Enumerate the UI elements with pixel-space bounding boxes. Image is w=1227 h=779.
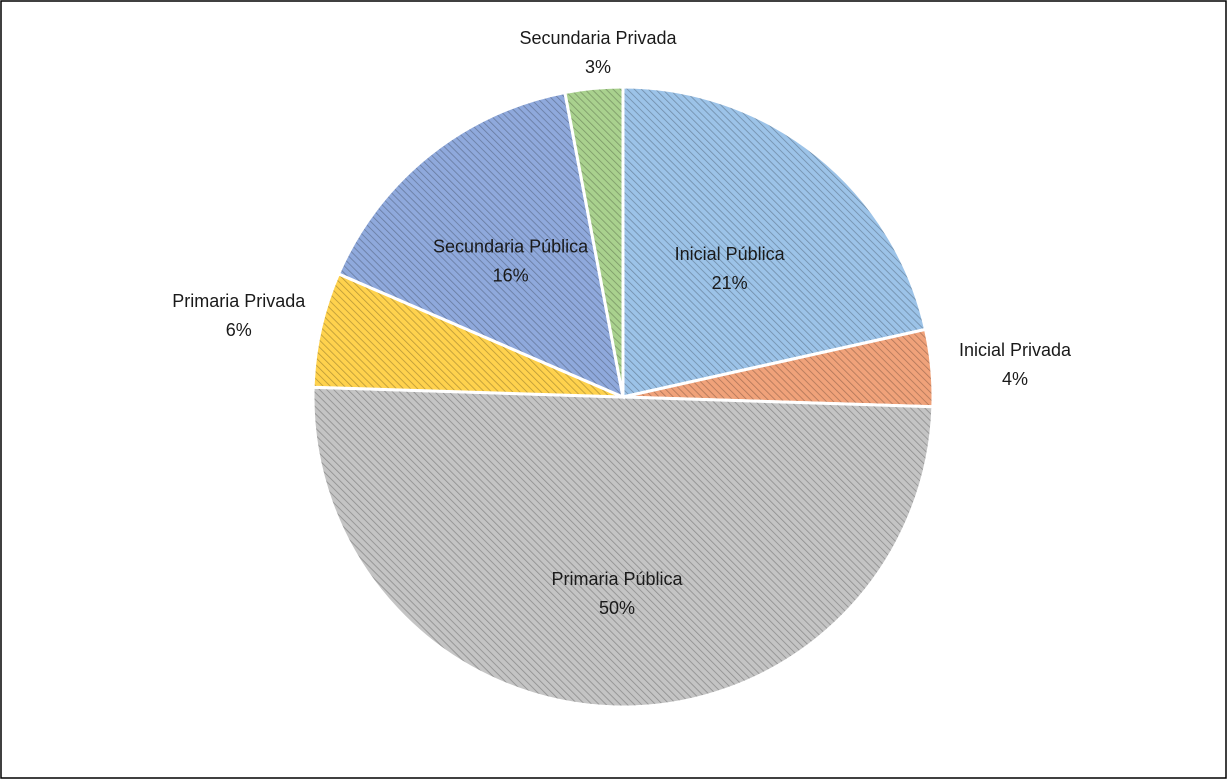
pie-slices [311, 85, 935, 709]
slice-label: Inicial Pública [675, 244, 786, 264]
slice-percent-label: 6% [226, 320, 252, 340]
slice-percent-label: 3% [585, 57, 611, 77]
slice-label: Secundaria Pública [433, 237, 589, 257]
slice-percent-label: 16% [493, 266, 529, 286]
slice-percent-label: 21% [712, 273, 748, 293]
pie-slice [563, 85, 625, 398]
slice-label: Secundaria Privada [519, 28, 677, 48]
slice-label: Primaria Privada [172, 291, 306, 311]
slice-label: Inicial Privada [959, 340, 1072, 360]
pie-slice [336, 90, 626, 400]
pie-slice [621, 85, 928, 399]
pie-slice [311, 385, 935, 709]
slice-percent-label: 50% [599, 598, 635, 618]
slice-percent-label: 4% [1002, 369, 1028, 389]
slice-label: Primaria Pública [551, 569, 683, 589]
slice-labels: Inicial Pública 21% Inicial Privada 4% Prima… [172, 28, 1072, 618]
